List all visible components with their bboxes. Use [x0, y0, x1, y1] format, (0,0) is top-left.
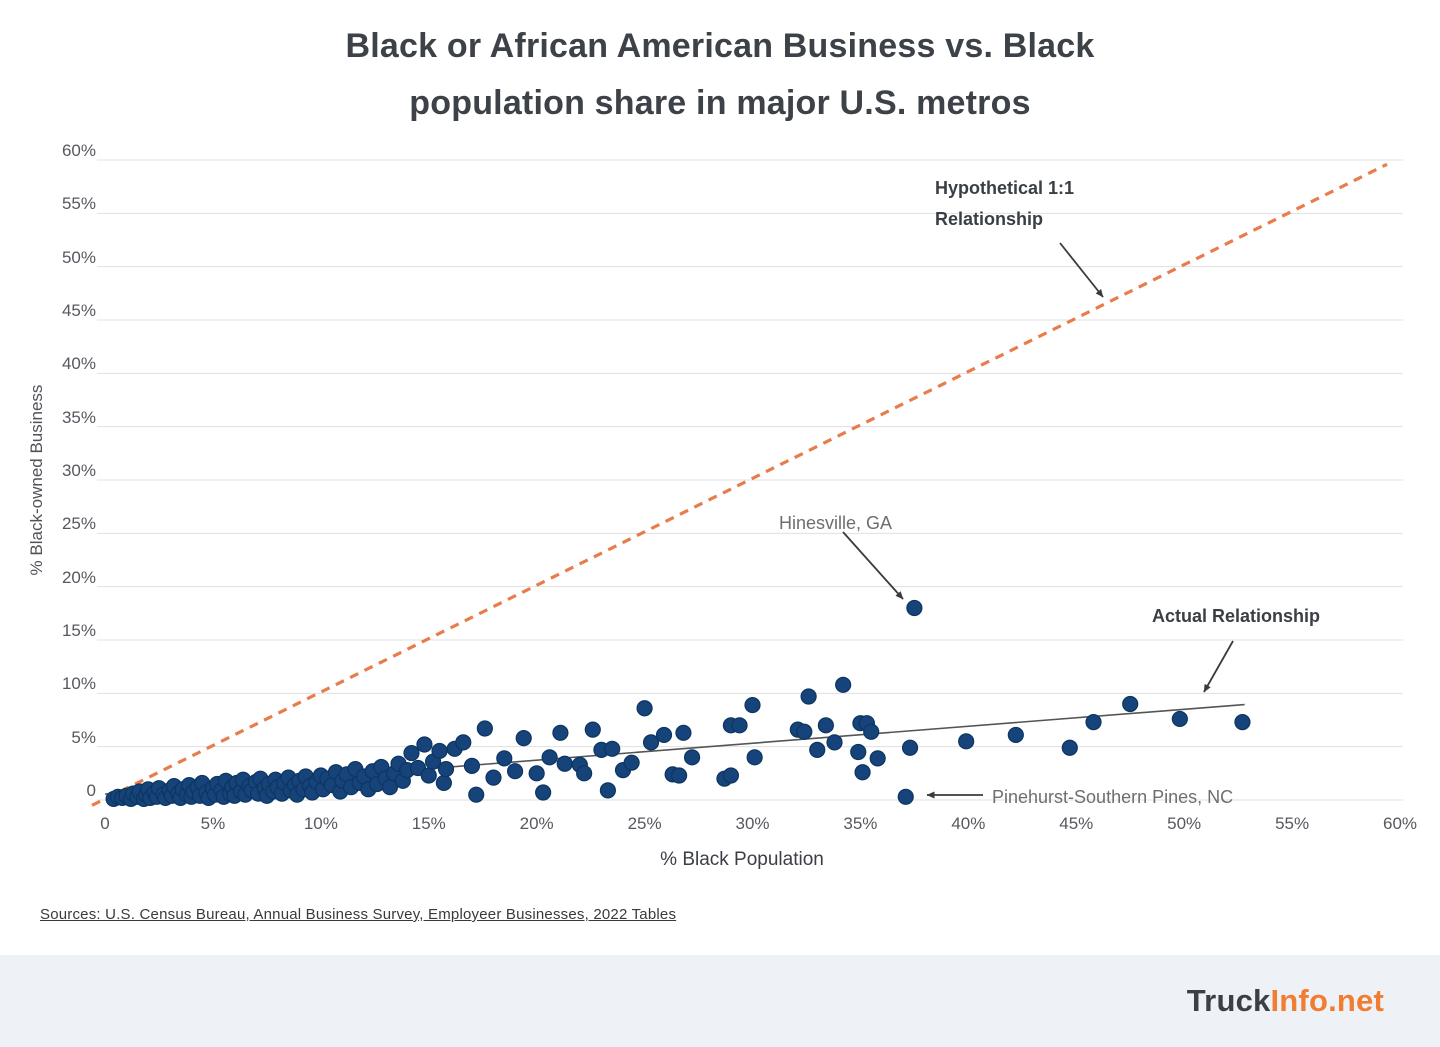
scatter-point [655, 726, 673, 744]
y-axis-title: % Black-owned Business [27, 384, 46, 576]
scatter-point [476, 720, 493, 737]
y-tick-label: 60% [61, 141, 96, 160]
scatter-point [552, 724, 569, 741]
scatter-point [906, 599, 923, 617]
scatter-point [1061, 739, 1078, 756]
x-tick-label: 50% [1167, 814, 1202, 833]
scatter-point [599, 782, 616, 799]
annotation-hypothetical-relationship: Hypothetical 1:1 Relationship [935, 178, 1075, 229]
x-tick-label: 30% [735, 814, 770, 833]
scatter-point [958, 733, 975, 750]
scatter-point [796, 723, 813, 740]
scatter-point [556, 755, 573, 772]
sources-link[interactable]: Sources: U.S. Census Bureau, Annual Busi… [40, 906, 677, 923]
scatter-point [817, 717, 834, 734]
scatter-point [584, 721, 601, 738]
scatter-point [850, 743, 867, 761]
y-tick-label: 15% [61, 621, 96, 640]
annotation-hinesville: Hinesville, GA [779, 513, 893, 533]
scatter-point [863, 723, 880, 740]
scatter-point [800, 688, 817, 705]
scatter-point [541, 749, 558, 766]
scatter-point [731, 717, 748, 734]
x-tick-label: 10% [303, 814, 338, 833]
scatter-point [623, 754, 640, 771]
x-axis-title: % Black Population [660, 849, 824, 870]
truckinfo-logo[interactable]: TruckInfo.net [1187, 983, 1384, 1019]
x-tick-label: 55% [1275, 814, 1310, 833]
y-tick-label: 20% [61, 567, 96, 587]
scatter-point [437, 760, 455, 778]
scatter-point [897, 788, 914, 805]
hinesville-label-arrow [842, 531, 904, 600]
scatter-point [420, 767, 437, 784]
y-tick-label: 0 [86, 781, 96, 800]
scatter-point [671, 767, 688, 784]
y-tick-label: 45% [61, 301, 96, 320]
scatter-point [1171, 710, 1188, 728]
scatter-point [463, 757, 481, 774]
scatter-point [683, 749, 701, 766]
hypothetical-label-arrow [1059, 242, 1104, 298]
annotation-actual-relationship: Actual Relationship [1152, 606, 1321, 626]
scatter-point [468, 786, 485, 803]
y-tick-label: 5% [71, 727, 96, 747]
y-tick-label: 55% [61, 194, 96, 214]
annotation-pinehurst: Pinehurst-Southern Pines, NC [992, 787, 1234, 807]
logo-suffix: Info.net [1270, 983, 1384, 1018]
chart-title: Black or African American Business vs. B… [345, 27, 1095, 122]
x-tick-label: 25% [627, 814, 662, 833]
scatter-point [1007, 726, 1024, 744]
y-tick-label: 30% [61, 461, 96, 480]
scatter-point [528, 765, 545, 782]
x-tick-label: 15% [411, 814, 446, 833]
scatter-point [809, 741, 826, 758]
y-tick-label: 35% [61, 407, 96, 427]
scatter-point [576, 765, 593, 782]
footer-bar: TruckInfo.net [0, 955, 1440, 1047]
scatter-point [744, 696, 761, 714]
scatter-point [1085, 714, 1102, 731]
scatter-point [854, 764, 871, 781]
x-tick-label: 60% [1382, 814, 1418, 833]
y-tick-label: 10% [61, 674, 96, 694]
scatter-point [636, 700, 653, 717]
y-tick-label: 50% [61, 247, 96, 267]
scatter-point [722, 767, 740, 784]
logo-prefix: Truck [1186, 983, 1271, 1018]
scatter-point [506, 763, 524, 780]
scatter-point [835, 676, 852, 693]
x-tick-label: 45% [1059, 814, 1094, 833]
x-tick-label: 35% [843, 814, 878, 833]
x-tick-label: 40% [951, 814, 986, 833]
scatter-point [901, 739, 919, 756]
scatter-point [746, 749, 763, 766]
y-tick-label: 40% [61, 354, 96, 374]
scatter-point [455, 734, 472, 751]
scatter-point [675, 724, 692, 741]
scatter-point [496, 750, 513, 767]
hypothetical-1to1-line [91, 162, 1388, 807]
scatter-point [826, 734, 843, 751]
x-tick-label: 20% [519, 814, 554, 833]
scatter-point [604, 740, 621, 757]
x-tick-label: 5% [200, 814, 226, 833]
scatter-point [869, 750, 886, 767]
scatter-point [535, 784, 552, 801]
scatter-point [435, 774, 452, 792]
scatter-point [515, 730, 532, 747]
scatter-point [431, 742, 448, 760]
x-tick-label: 0 [100, 814, 110, 833]
scatter-point [1122, 695, 1139, 713]
actual-label-arrow [1203, 640, 1234, 693]
scatter-point [403, 744, 420, 762]
scatter-point [416, 736, 433, 753]
scatter-point [1234, 714, 1251, 731]
scatter-point [642, 734, 660, 751]
y-tick-label: 25% [61, 514, 96, 534]
scatter-point [485, 769, 502, 786]
